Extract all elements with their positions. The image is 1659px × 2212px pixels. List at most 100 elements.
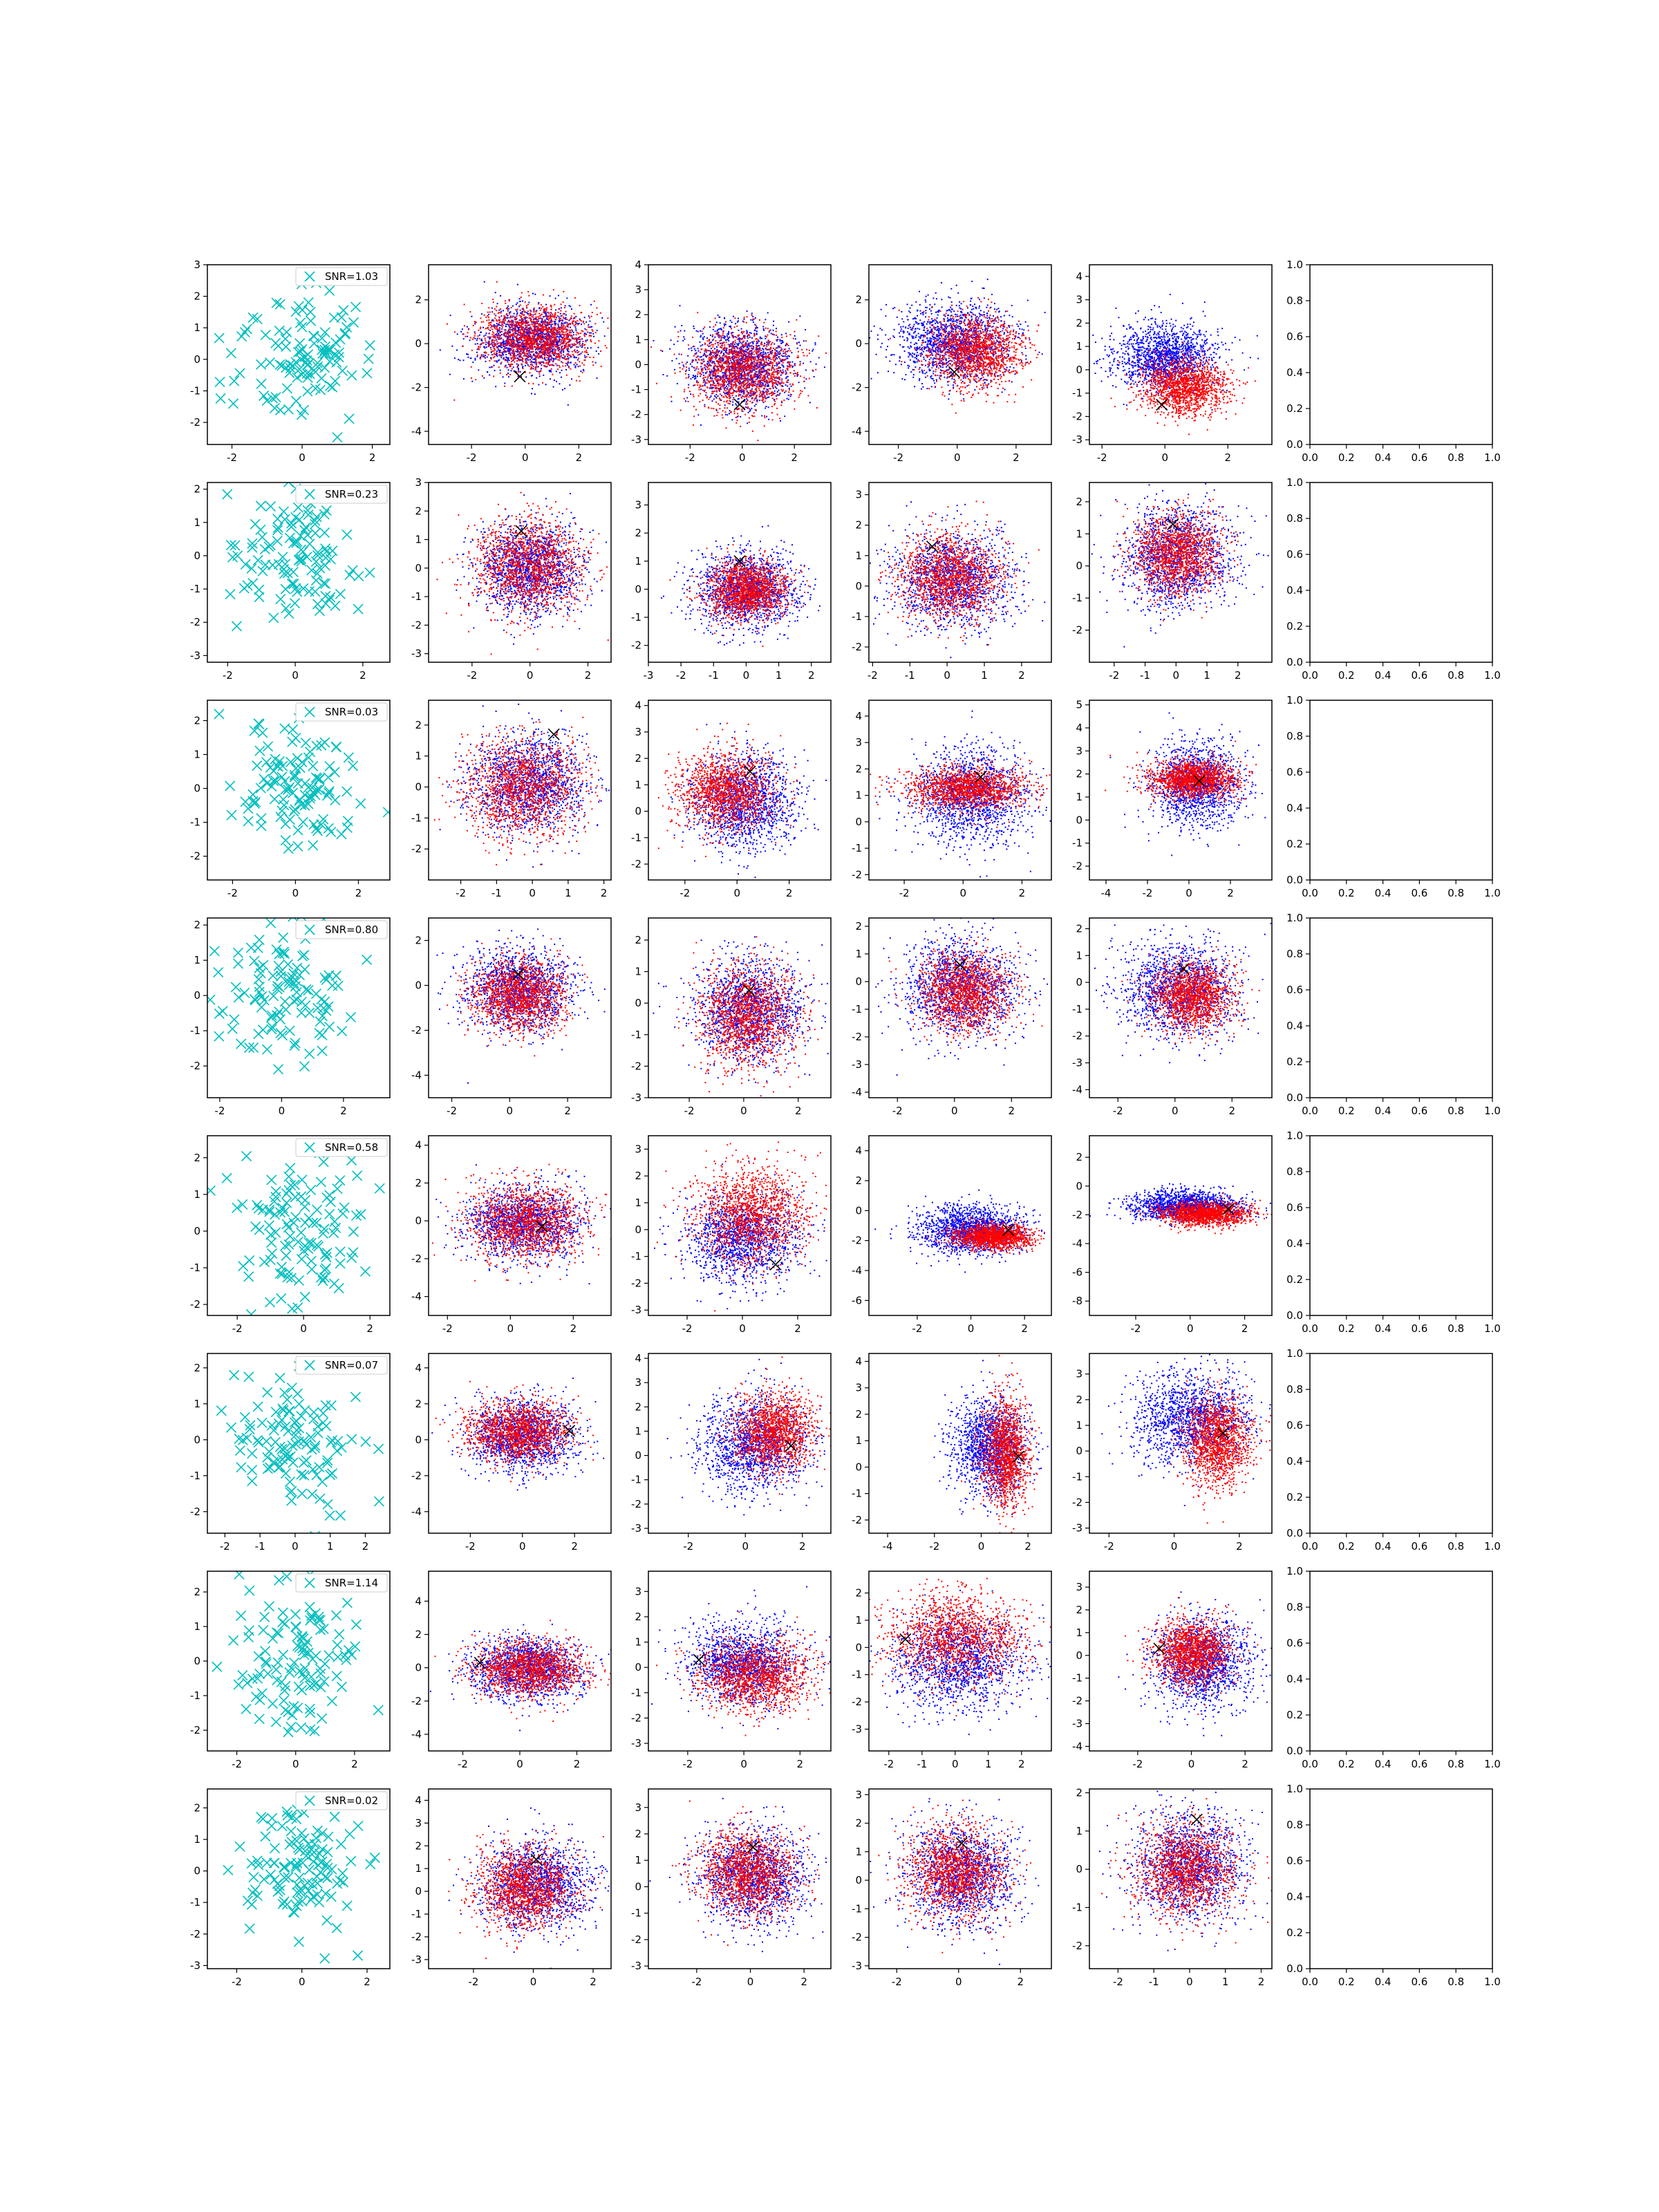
y-tick-label: 0.2 [1286, 1709, 1303, 1721]
y-tick-label: 0 [635, 583, 641, 595]
y-tick-label: 1 [635, 778, 641, 791]
x-tick-label: 0.2 [1338, 1758, 1355, 1770]
y-tick-label: 2 [194, 1586, 200, 1598]
y-tick-label: 0 [635, 358, 641, 371]
y-tick-label: -2 [852, 1931, 862, 1944]
x-tick-label: -2 [893, 451, 903, 464]
y-tick-label: -4 [411, 425, 422, 438]
y-tick-label: -3 [631, 1304, 641, 1316]
x-tick-label: -2 [1113, 1976, 1123, 1988]
x-tick-label: -2 [468, 1976, 478, 1988]
y-tick-label: 1 [415, 750, 422, 762]
legend: SNR=0.80 [296, 921, 387, 939]
y-tick-label: -2 [631, 1277, 641, 1289]
y-tick-label: -2 [1072, 860, 1082, 872]
y-tick-label: 2 [415, 935, 422, 947]
x-tick-label: 0 [740, 1105, 747, 1117]
y-tick-label: 1.0 [1286, 1783, 1303, 1795]
y-tick-label: -1 [631, 1250, 641, 1263]
x-tick-label: 0 [739, 1322, 746, 1335]
y-tick-label: -3 [631, 1091, 641, 1104]
y-tick-label: 3 [635, 1143, 641, 1155]
y-tick-label: 0.4 [1286, 1891, 1303, 1903]
y-tick-label: -2 [411, 1695, 422, 1707]
y-tick-label: -1 [852, 1488, 862, 1500]
y-tick-label: 4 [415, 1362, 422, 1374]
y-tick-label: 2 [415, 505, 422, 517]
y-tick-label: 1.0 [1286, 1565, 1303, 1577]
y-tick-label: 3 [1076, 294, 1082, 306]
x-tick-label: 2 [359, 669, 366, 682]
y-tick-label: -2 [852, 1514, 862, 1526]
y-tick-label: 5 [1076, 699, 1082, 711]
x-tick-label: 2 [791, 451, 798, 464]
y-tick-label: 2 [194, 714, 200, 727]
x-tick-label: 2 [1225, 451, 1232, 464]
x-tick-label: 0.8 [1447, 1758, 1464, 1770]
x-tick-label: 1.0 [1484, 1540, 1501, 1553]
y-tick-label: 0.6 [1286, 984, 1303, 996]
x-tick-label: -2 [1132, 1758, 1143, 1770]
y-tick-label: -1 [852, 1902, 862, 1915]
legend: SNR=1.14 [296, 1574, 387, 1592]
x-tick-label: -2 [683, 1540, 693, 1553]
x-tick-label: -2 [1143, 887, 1153, 899]
x-tick-label: 0 [968, 1322, 975, 1335]
legend: SNR=0.58 [296, 1138, 387, 1156]
y-tick-label: 0.4 [1286, 584, 1303, 597]
x-tick-label: 2 [1236, 1540, 1243, 1553]
y-tick-label: 0 [194, 353, 200, 366]
x-tick-label: -2 [676, 669, 686, 682]
x-tick-label: 2 [590, 1976, 597, 1988]
y-tick-label: 0.6 [1286, 548, 1303, 561]
y-tick-label: -1 [631, 832, 641, 844]
x-tick-label: 0 [951, 1105, 958, 1117]
y-tick-label: 1 [194, 1188, 200, 1201]
y-tick-label: 0 [855, 975, 862, 988]
y-tick-label: 0 [1076, 1863, 1082, 1875]
x-tick-label: 0.4 [1375, 451, 1391, 464]
y-tick-label: 3 [1076, 1581, 1082, 1593]
x-tick-label: 0.8 [1447, 1540, 1464, 1553]
y-tick-label: 0 [635, 1661, 641, 1674]
y-tick-label: 2 [855, 1174, 862, 1187]
legend-label: SNR=1.03 [325, 270, 378, 283]
x-tick-label: 0.0 [1302, 887, 1318, 899]
y-tick-label: 1 [635, 1636, 641, 1649]
y-tick-label: 1 [855, 1434, 862, 1447]
y-tick-label: 1 [194, 954, 200, 966]
y-tick-label: -1 [852, 1669, 862, 1681]
x-tick-label: 0 [299, 1976, 306, 1988]
y-tick-label: -2 [852, 641, 862, 653]
y-tick-label: 2 [635, 934, 641, 946]
x-tick-label: 0 [1185, 887, 1192, 899]
y-tick-label: -3 [411, 1953, 422, 1966]
y-tick-label: -2 [631, 1712, 641, 1724]
y-tick-label: -1 [631, 611, 641, 624]
x-tick-label: 1.0 [1484, 887, 1501, 899]
y-tick-label: 0.8 [1286, 1383, 1303, 1396]
legend-label: SNR=0.02 [325, 1794, 378, 1807]
y-tick-label: 2 [1076, 1151, 1082, 1163]
x-tick-label: -2 [912, 1322, 922, 1335]
y-tick-label: -3 [631, 433, 641, 446]
y-tick-label: 3 [635, 1801, 641, 1814]
y-tick-label: -1 [190, 583, 200, 595]
y-tick-label: 2 [194, 919, 200, 931]
x-tick-label: 0 [954, 451, 961, 464]
y-tick-label: 4 [635, 1352, 641, 1365]
x-tick-label: 2 [1258, 1976, 1265, 1988]
x-tick-label: 2 [1235, 669, 1241, 682]
y-tick-label: -2 [1072, 624, 1082, 637]
y-tick-label: -6 [852, 1294, 862, 1306]
y-tick-label: -2 [852, 382, 862, 394]
y-tick-label: 3 [635, 1376, 641, 1389]
y-tick-label: -3 [631, 1737, 641, 1750]
x-tick-label: 2 [797, 1758, 804, 1770]
legend: SNR=1.03 [296, 268, 387, 285]
y-tick-label: 1 [855, 1614, 862, 1627]
y-tick-label: 0 [194, 1434, 200, 1446]
x-tick-label: 2 [1021, 1322, 1028, 1335]
x-tick-label: -1 [917, 1758, 927, 1770]
y-tick-label: -4 [1072, 1237, 1082, 1250]
